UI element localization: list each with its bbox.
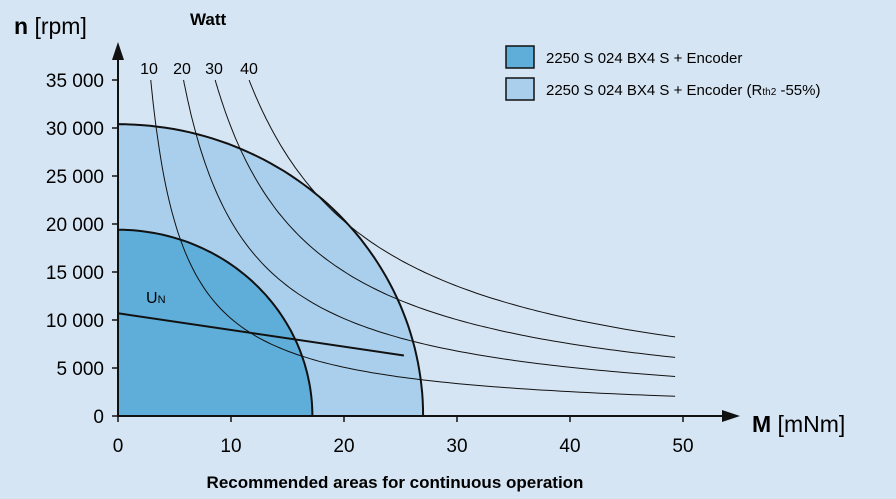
x-axis-label-unit: [mNm] — [771, 411, 845, 437]
curve-layer — [117, 79, 676, 397]
y-tick-label: 20 000 — [46, 215, 104, 236]
power-curve-label-30w: 30 — [205, 61, 223, 78]
power-curve-30w — [214, 79, 676, 358]
chart-title: Recommended areas for continuous operati… — [207, 473, 584, 492]
un-line — [117, 312, 405, 357]
x-tick-label: 0 — [113, 436, 124, 457]
x-axis-label: M [mNm] — [752, 411, 845, 437]
legend-label-reduced-main: 2250 S 024 BX4 S + Encoder (R — [546, 82, 763, 99]
y-tick-label: 10 000 — [46, 311, 104, 332]
x-tick-label: 50 — [672, 436, 693, 457]
x-tick-label: 10 — [220, 436, 241, 457]
legend-swatch-standard — [505, 45, 535, 69]
legend-label-reduced-sub: th2 — [762, 87, 776, 98]
y-axis-label-unit: [rpm] — [28, 13, 87, 39]
y-tick-label: 5 000 — [56, 359, 104, 380]
power-curve-label-40w: 40 — [240, 61, 258, 78]
x-tick-label: 40 — [559, 436, 580, 457]
legend-swatch-reduced — [505, 77, 535, 101]
y-tick-label: 25 000 — [46, 167, 104, 188]
axes-layer: 0 5 000 10 000 15 000 20 000 25 000 30 000 35 0… — [46, 42, 740, 457]
legend-label-reduced: 2250 S 024 BX4 S + Encoder (Rth2 -55%) — [546, 82, 820, 99]
y-axis-label: n [rpm] — [14, 13, 87, 39]
y-tick-label: 0 — [93, 407, 104, 428]
power-curve-10w — [150, 79, 676, 397]
y-tick-label: 35 000 — [46, 71, 104, 92]
legend: 2250 S 024 BX4 S + Encoder 2250 S 024 BX4… — [505, 45, 820, 101]
y-axis-arrowhead — [112, 42, 124, 60]
area-standard — [117, 228, 314, 417]
area-layer — [117, 123, 425, 417]
power-label: Watt — [190, 10, 227, 29]
power-curve-40w — [248, 79, 676, 338]
power-curve-20w — [183, 79, 676, 377]
x-axis-label-symbol: M — [752, 411, 771, 437]
label-layer: n [rpm] M [mNm] Watt 10 20 30 40 UN Recommended … — [14, 10, 845, 492]
un-label-sub: N — [158, 294, 166, 306]
power-curve-label-10w: 10 — [140, 61, 158, 78]
legend-label-reduced-tail: -55%) — [776, 82, 820, 99]
x-tick-label: 30 — [446, 436, 467, 457]
power-curve-label-20w: 20 — [173, 61, 191, 78]
x-axis-arrowhead — [722, 410, 740, 422]
legend-label-standard: 2250 S 024 BX4 S + Encoder — [546, 50, 742, 67]
y-tick-label: 15 000 — [46, 263, 104, 284]
y-axis-label-symbol: n — [14, 13, 28, 39]
x-tick-label: 20 — [333, 436, 354, 457]
un-label: UN — [146, 290, 166, 307]
y-tick-label: 30 000 — [46, 119, 104, 140]
un-label-main: U — [146, 290, 158, 307]
